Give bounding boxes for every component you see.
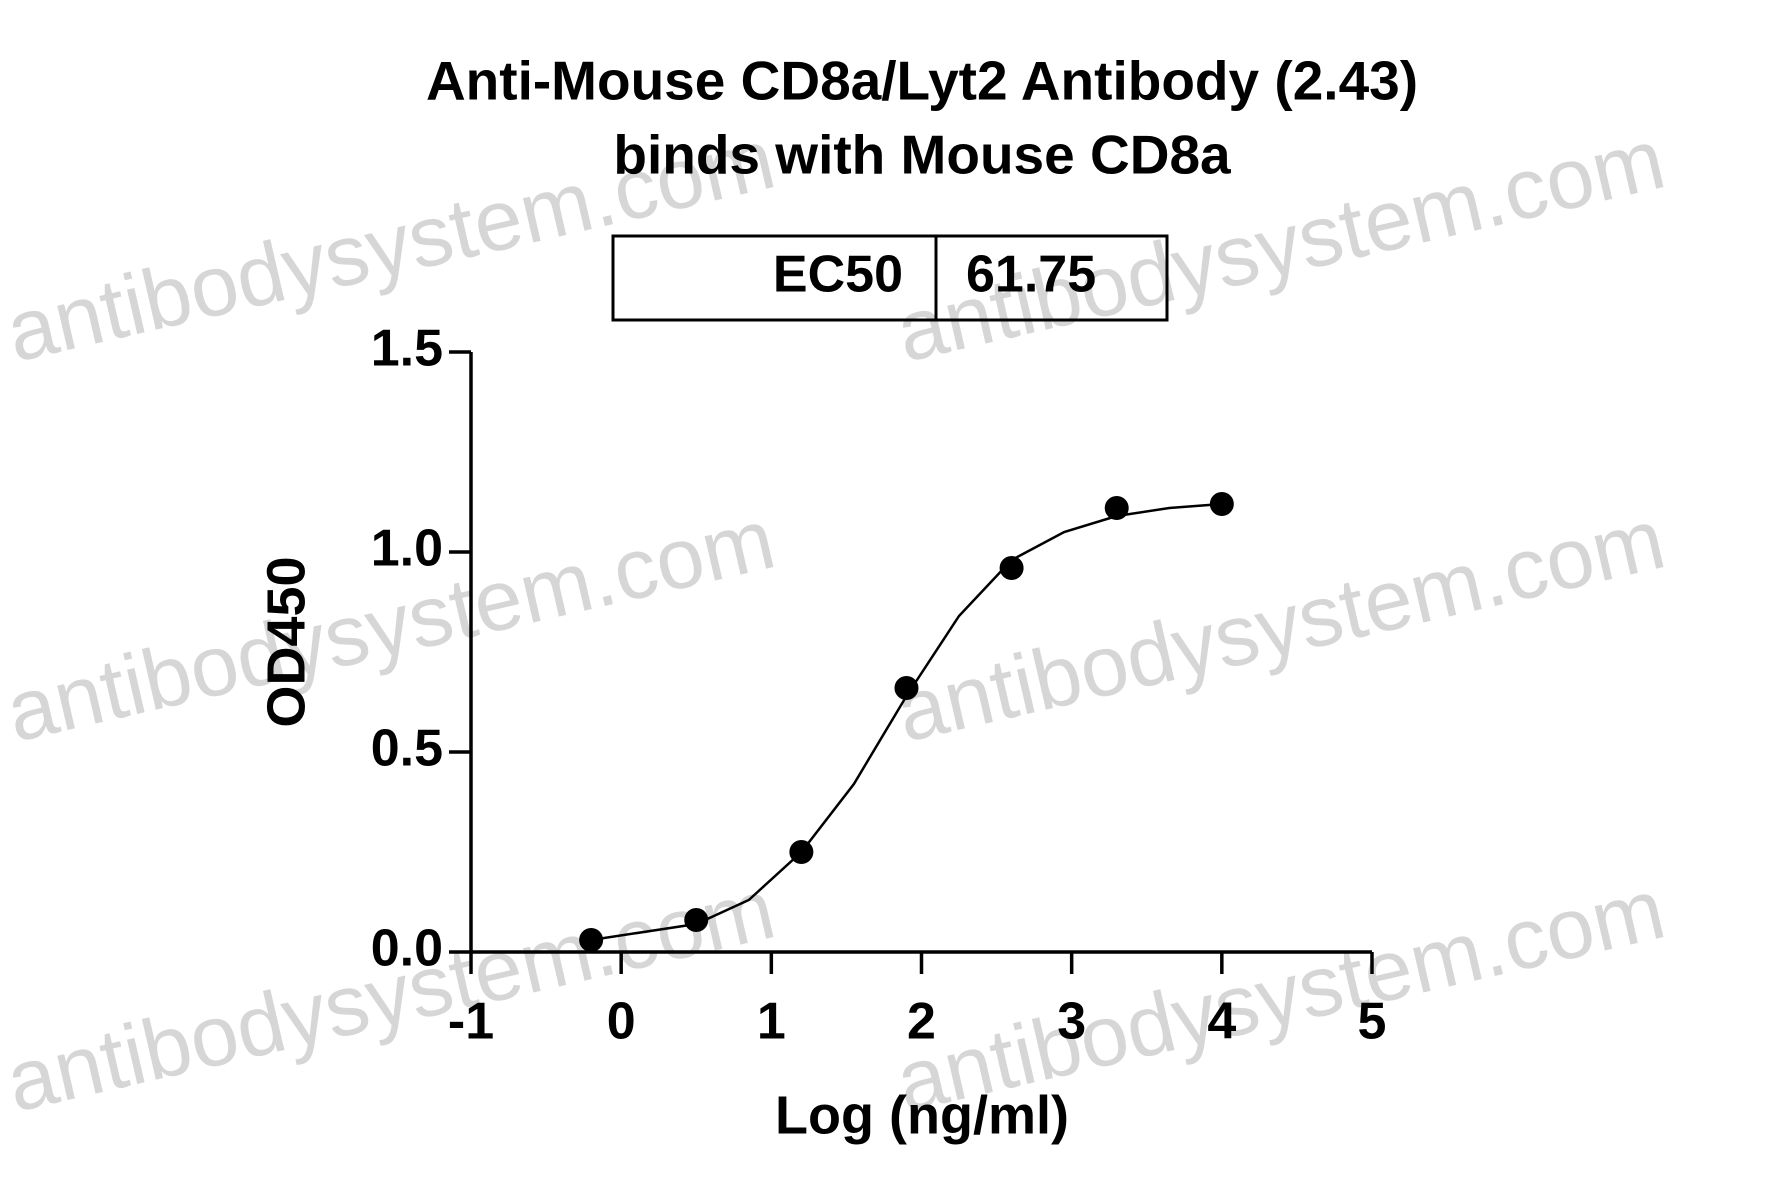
data-point — [1209, 492, 1234, 516]
x-axis-label: Log (ng/ml) — [775, 1085, 1069, 1145]
data-point — [789, 840, 814, 864]
data-point — [894, 676, 919, 700]
x-tick-label: 1 — [757, 993, 786, 1051]
data-point — [579, 928, 604, 952]
ec50-box — [611, 234, 1169, 322]
data-point — [1104, 496, 1129, 520]
chart-title: binds with Mouse CD8a — [613, 124, 1231, 186]
y-tick-label: 1.0 — [371, 520, 443, 578]
ec50-label: EC50 — [773, 246, 903, 304]
watermark: antibodysystem.com — [888, 491, 1673, 761]
y-axis-label: OD450 — [256, 556, 316, 727]
x-tick-label: 0 — [607, 993, 636, 1051]
y-tick-label: 0.0 — [371, 920, 443, 978]
data-point — [999, 556, 1024, 580]
x-tick-label: 4 — [1207, 993, 1236, 1051]
x-tick-label: -1 — [448, 993, 494, 1051]
data-point — [684, 908, 709, 932]
x-tick-label: 5 — [1358, 993, 1387, 1051]
x-tick-label: 2 — [907, 993, 936, 1051]
x-tick-label: 3 — [1057, 993, 1086, 1051]
chart-title: Anti-Mouse CD8a/Lyt2 Antibody (2.43) — [426, 50, 1418, 112]
y-tick-label: 1.5 — [371, 320, 443, 378]
watermark: antibodysystem.com — [0, 861, 783, 1131]
y-tick-label: 0.5 — [371, 720, 443, 778]
ec50-value: 61.75 — [966, 246, 1096, 304]
